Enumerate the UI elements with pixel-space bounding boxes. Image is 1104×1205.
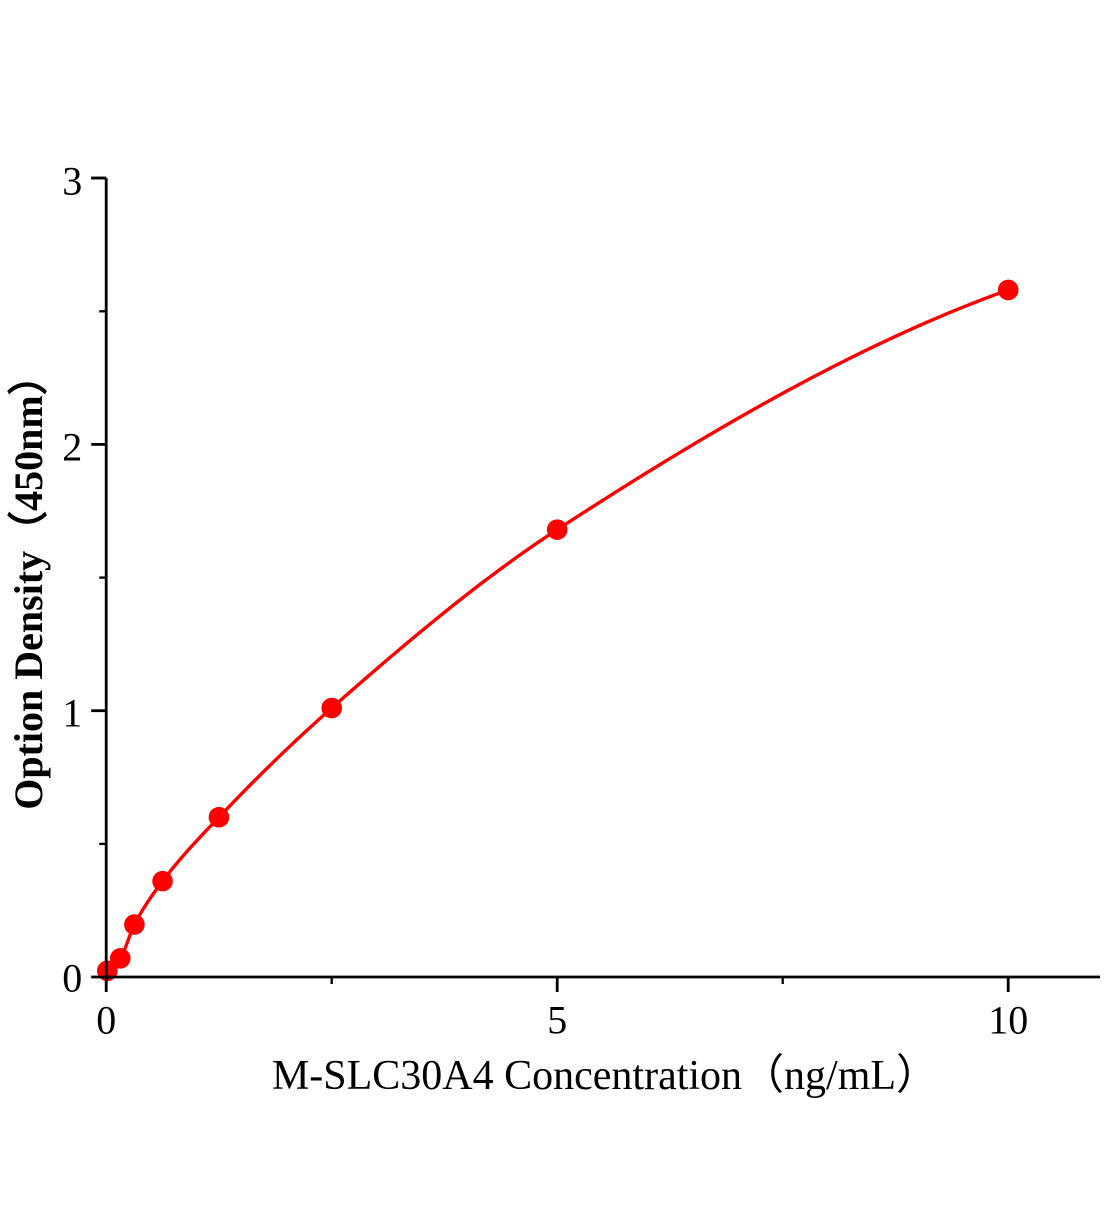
svg-text:3: 3 — [62, 159, 82, 204]
svg-text:M-SLC30A4 Concentration（ng/mL）: M-SLC30A4 Concentration（ng/mL） — [272, 1053, 938, 1099]
svg-text:10: 10 — [988, 998, 1028, 1043]
svg-text:0: 0 — [96, 998, 116, 1043]
svg-text:5: 5 — [547, 998, 567, 1043]
svg-text:Option Density（450nm）: Option Density（450nm） — [6, 355, 51, 810]
svg-text:1: 1 — [62, 691, 82, 736]
svg-text:0: 0 — [62, 956, 82, 1001]
svg-text:2: 2 — [62, 425, 82, 470]
